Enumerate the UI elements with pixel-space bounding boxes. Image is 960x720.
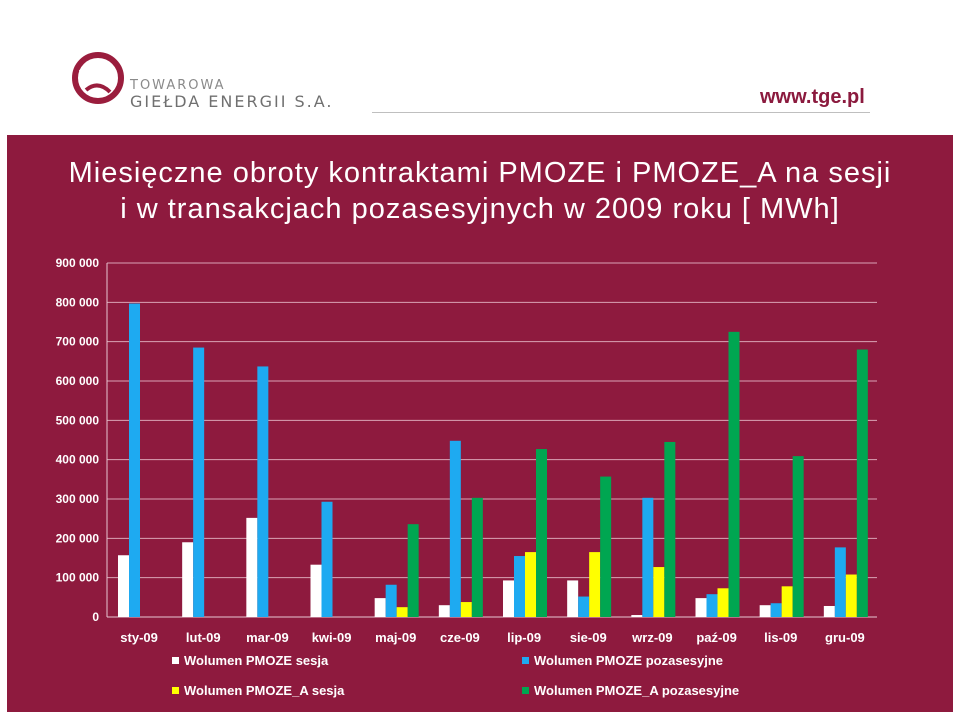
x-tick-label: sie-09 [570,630,607,645]
bar [642,497,654,617]
y-tick-label: 100 000 [56,571,100,585]
bar [600,476,612,617]
legend-label: Wolumen PMOZE_A sesja [184,683,345,698]
bar [471,497,483,617]
bar [182,542,194,617]
x-tick-label: lut-09 [186,630,221,645]
bar [823,605,835,617]
bar [514,556,525,617]
bar [567,580,579,617]
legend-label: Wolumen PMOZE pozasesyjne [534,653,723,668]
bar [118,555,129,617]
bar [321,501,333,617]
tge-logo-icon [72,52,124,104]
x-tick-label: cze-09 [440,630,480,645]
bar [449,440,461,617]
header-divider [372,112,870,113]
bar [536,449,547,617]
bar [717,588,729,617]
y-tick-label: 0 [92,610,99,624]
x-tick-label: maj-09 [375,630,416,645]
bar [246,517,258,617]
y-tick-label: 200 000 [56,531,100,545]
bar [631,615,643,617]
y-tick-label: 600 000 [56,374,100,388]
site-url[interactable]: www.tge.pl [760,86,865,108]
y-tick-label: 900 000 [56,256,100,270]
bar [706,594,718,617]
bar [257,366,269,617]
bar [578,596,590,617]
y-tick-label: 800 000 [56,295,100,309]
brand-name-line1: TOWAROWA [130,78,226,93]
bar [407,524,419,617]
header: TOWAROWA GIEŁDA ENERGII S.A. www.tge.pl [0,0,960,135]
x-tick-label: lis-09 [764,630,797,645]
bar [781,586,793,617]
y-tick-label: 300 000 [56,492,100,506]
bar [845,574,857,617]
bar-chart: 0 100 000 200 000 300 000 400 000 500 000 600 … [56,256,877,698]
bar [770,603,782,617]
bar [438,605,450,617]
x-tick-label: sty-09 [120,630,158,645]
legend-swatch [172,657,179,664]
bar [129,303,140,617]
legend-label: Wolumen PMOZE_A pozasesyjne [534,683,739,698]
bar [503,580,514,617]
x-tick-label: paź-09 [696,630,736,645]
legend-swatch [172,687,179,694]
x-tick-label: kwi-09 [312,630,352,645]
x-tick-label: gru-09 [825,630,865,645]
bar [834,547,846,617]
bar [728,331,740,617]
bar [385,584,397,617]
bar [460,602,472,617]
x-tick-label: wrz-09 [631,630,672,645]
chart-title-line1: Miesięczne obroty kontraktami PMOZE i PM… [68,157,892,189]
legend-swatch [522,657,529,664]
bar [525,552,536,617]
brand-name-line2: GIEŁDA ENERGII S.A. [130,92,334,111]
chart-panel: Miesięczne obroty kontraktami PMOZE i PM… [7,135,953,712]
legend-swatch [522,687,529,694]
bar [374,598,386,617]
bar [310,564,322,617]
bar [193,347,205,617]
bar [653,567,665,617]
bar [856,349,868,617]
legend-label: Wolumen PMOZE sesja [184,653,329,668]
x-tick-label: lip-09 [507,630,541,645]
x-tick-label: mar-09 [246,630,289,645]
chart-title-line2: i w transakcjach pozasesyjnych w 2009 ro… [120,193,840,225]
bar [759,605,771,617]
bar [792,456,804,617]
bar [589,552,601,617]
y-tick-label: 700 000 [56,335,100,349]
chart-title: Miesięczne obroty kontraktami PMOZE i PM… [7,155,953,227]
y-tick-label: 500 000 [56,413,100,427]
bar [695,598,707,617]
bar [664,441,676,617]
bar [396,607,408,617]
y-tick-label: 400 000 [56,453,100,467]
